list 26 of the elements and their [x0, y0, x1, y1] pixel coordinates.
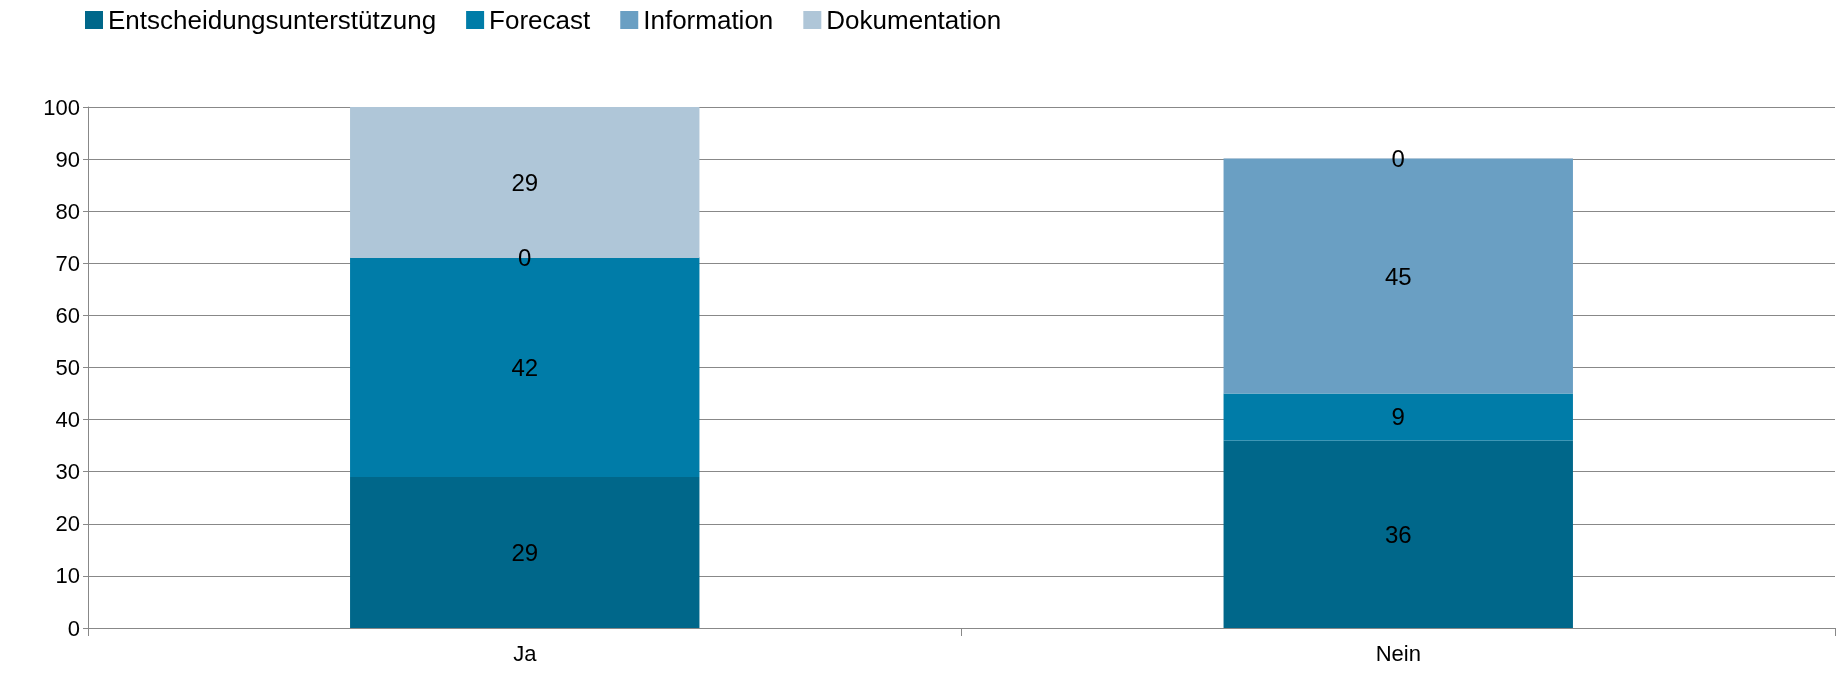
data-label: 36 — [1384, 520, 1412, 548]
y-tick-label: 80 — [55, 198, 80, 224]
data-label: 29 — [511, 169, 539, 197]
y-tick-label: 0 — [67, 615, 80, 641]
bar — [1223, 393, 1573, 441]
bar — [350, 476, 700, 628]
y-tick-label: 90 — [55, 146, 80, 172]
y-tick-label: 40 — [55, 407, 80, 433]
y-tick-label: 100 — [43, 94, 80, 120]
y-tick-label: 70 — [55, 250, 80, 276]
legend-label: Forecast — [489, 5, 592, 35]
data-label: 45 — [1384, 262, 1412, 290]
y-tick-label: 20 — [55, 511, 80, 537]
legend-label: Entscheidungsunterstützung — [108, 5, 437, 35]
bar — [1223, 440, 1573, 628]
data-label: 29 — [511, 538, 539, 566]
data-label: 9 — [1391, 403, 1405, 431]
data-label: 42 — [511, 354, 539, 381]
x-tick-label: Ja — [513, 640, 538, 666]
legend-label: Dokumentation — [826, 5, 1002, 35]
y-tick-label: 50 — [55, 355, 80, 380]
y-tick-label: 60 — [55, 302, 80, 328]
y-tick-label: 30 — [55, 459, 80, 485]
y-tick-label: 10 — [55, 563, 80, 589]
legend-label: Information — [643, 5, 774, 35]
x-tick-label: Nein — [1375, 640, 1421, 666]
